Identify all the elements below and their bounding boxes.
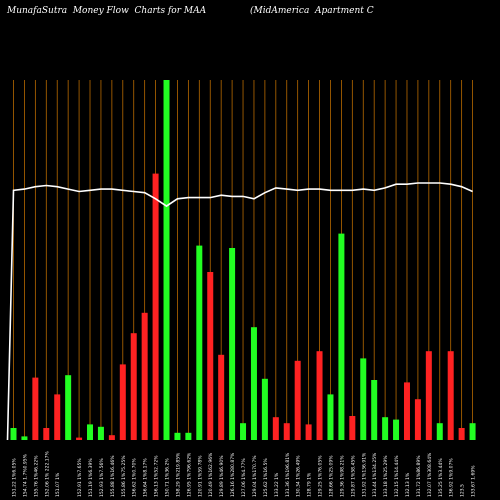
x-tick-label: 133.22 1%: [274, 472, 280, 497]
bar: [119, 364, 126, 440]
x-tick-label: 156.64 1%8.17%: [143, 458, 149, 497]
x-tick-label: 127.06 1%4.77%: [241, 458, 247, 497]
x-tick-label: 133.67 1.69%: [471, 465, 477, 497]
bar: [76, 437, 83, 440]
x-tick-label: 129.36 1%98.21%: [339, 455, 345, 497]
x-tick-label: 152.93 1%7.56%: [99, 458, 105, 497]
x-tick-label: 151.22 1%6.05%: [12, 458, 18, 497]
bar: [174, 432, 181, 440]
bar: [327, 394, 334, 440]
bar: [447, 351, 454, 440]
x-tick-label: 129.89 1%46.90%: [219, 455, 225, 497]
x-tick-label: 123.5: [460, 484, 466, 497]
x-tick-label: 155.76 1%46.22%: [33, 455, 39, 497]
x-tick-label: 132.07 1%308.64%: [427, 452, 433, 497]
bar: [141, 312, 148, 440]
price-line: [6, 182, 473, 441]
bar: [196, 245, 203, 440]
x-tick-label: 132.13 1%: [405, 472, 411, 497]
bar: [393, 419, 400, 440]
x-tick-label: 120.49 1%162.96%: [208, 452, 214, 497]
bar: [97, 426, 104, 440]
bar: [87, 424, 94, 440]
bar: [152, 173, 159, 440]
bar: [21, 436, 28, 440]
x-tick-label: 158.29 1%219.85%: [175, 452, 181, 497]
x-tick-label: 129.04 1%170.7%: [252, 455, 258, 497]
x-tick-label: 131.44 1%134.25%: [372, 452, 378, 497]
x-tick-label: 136.92 1%9.07%: [449, 458, 455, 497]
x-tick-label: 152.91 1%7.65%: [77, 458, 83, 497]
x-tick-label: 151.19 1%6.39%: [88, 458, 94, 497]
bar: [43, 428, 50, 440]
x-tick-label: 129.87 1%58.45%: [350, 455, 356, 497]
x-tick-label: 132.15 1%14.44%: [394, 455, 400, 497]
x-tick-label: 130.34 1%26.49%: [296, 455, 302, 497]
bar: [272, 417, 279, 440]
bar: [436, 423, 443, 440]
x-tick-label: 152.06 1% 222.17%: [44, 451, 50, 497]
bar: [10, 428, 17, 440]
x-tick-label: 155.86 1%75.25%: [121, 455, 127, 497]
x-tick-label: 154.74 1.7%0.95%: [22, 453, 28, 497]
x-tick-label: 131.72 1%86.89%: [416, 455, 422, 497]
x-tick-label: 128.79 1%: [307, 472, 313, 497]
price-line-layer: [6, 182, 473, 441]
bar: [229, 248, 236, 440]
bar: [403, 382, 410, 440]
bar: [414, 399, 421, 440]
x-tick-label: 156.13 1%52.72%: [154, 455, 160, 497]
bar: [32, 377, 39, 440]
x-tick-label: 125.62 1%16.5%: [263, 458, 269, 497]
bar: [185, 432, 192, 440]
bar: [261, 378, 268, 440]
bar: [338, 233, 345, 440]
x-tick-label: 131.92 1%136.91%: [361, 452, 367, 497]
x-tick-label: 131.36 1%196.81%: [285, 452, 291, 497]
bar: [305, 424, 312, 440]
x-tick-label: 120.91 1%59.78%: [197, 455, 203, 497]
bar: [360, 358, 367, 440]
bar: [250, 327, 257, 440]
company-name: (MidAmerica Apartment C: [250, 6, 374, 16]
bar: [130, 333, 137, 440]
bar: [316, 351, 323, 440]
money-flow-bars: [10, 80, 476, 440]
x-tick-label: 133.18 1%25.29%: [383, 455, 389, 497]
bar: [283, 423, 290, 440]
x-tick-label: 155.88 1%16.46%: [110, 455, 116, 497]
bar: [163, 80, 170, 440]
bar: [207, 272, 214, 440]
chart-title: MunafaSutra Money Flow Charts for MAA: [7, 6, 207, 16]
x-tick-label: 135.25 1%3.44%: [438, 458, 444, 497]
bar: [425, 351, 432, 440]
x-axis-labels: 151.22 1%6.05% 154.74 1.7%0.95% 155.76 1%4…: [12, 451, 477, 497]
x-tick-label: 151.07 1%: [55, 472, 61, 497]
bar: [349, 416, 356, 440]
x-tick-label: 126.95 1%796.62%: [186, 452, 192, 497]
x-tick-label: 150.71 1%36.2%: [165, 458, 171, 497]
bar: [371, 380, 378, 440]
x-tick-label: 129.25 1%76.05%: [318, 455, 324, 497]
bar: [218, 354, 225, 440]
bar: [65, 375, 72, 440]
bar: [294, 360, 301, 440]
bar: [240, 423, 247, 440]
x-tick-label: 156.62 1%0.70%: [132, 458, 138, 497]
bar: [382, 417, 389, 440]
bar: [108, 435, 115, 440]
bar: [458, 428, 465, 440]
bar: [54, 394, 61, 440]
bar: [469, 423, 476, 440]
x-tick-label: 128.66 1%25.09%: [329, 455, 335, 497]
x-tick-label: 126.16 1%280.87%: [230, 452, 236, 497]
